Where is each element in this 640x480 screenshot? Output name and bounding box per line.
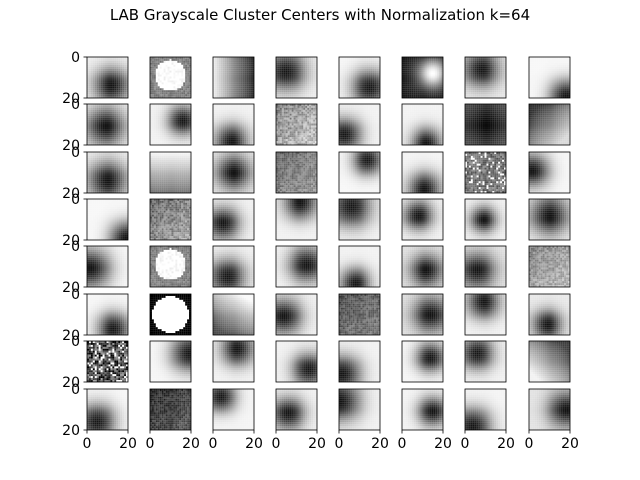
y-tick-label: 0 <box>71 97 80 113</box>
cluster-panel-46 <box>401 293 444 336</box>
cluster-panel-31 <box>464 198 507 241</box>
x-tick-label: 0 <box>461 436 470 452</box>
y-tick-label: 20 <box>62 375 80 391</box>
cluster-panel-2 <box>149 56 192 99</box>
cluster-panel-39 <box>464 245 507 288</box>
cluster-panel-5 <box>338 56 381 99</box>
cluster-panel-59 <box>212 388 255 431</box>
cluster-panel-37 <box>338 245 381 288</box>
cluster-panel-48 <box>528 293 571 336</box>
cluster-panel-64 <box>528 388 571 431</box>
cluster-panel-49 <box>86 340 129 383</box>
x-tick-label: 0 <box>272 436 281 452</box>
y-tick-label: 20 <box>62 423 80 439</box>
cluster-panel-19 <box>212 151 255 194</box>
cluster-panel-47 <box>464 293 507 336</box>
cluster-panel-58 <box>149 388 192 431</box>
cluster-panel-13 <box>338 103 381 146</box>
x-tick-label: 20 <box>182 436 200 452</box>
x-tick-label: 20 <box>434 436 452 452</box>
y-tick-label: 20 <box>62 280 80 296</box>
x-tick-label: 20 <box>561 436 579 452</box>
cluster-panel-4 <box>275 56 318 99</box>
cluster-panel-42 <box>149 293 192 336</box>
cluster-panel-28 <box>275 198 318 241</box>
x-tick-label: 20 <box>497 436 515 452</box>
cluster-panel-61 <box>338 388 381 431</box>
cluster-panel-10 <box>149 103 192 146</box>
x-tick-label: 20 <box>371 436 389 452</box>
cluster-panel-21 <box>338 151 381 194</box>
cluster-panel-35 <box>212 245 255 288</box>
y-tick-label: 0 <box>71 334 80 350</box>
cluster-panel-60 <box>275 388 318 431</box>
x-tick-label: 0 <box>83 436 92 452</box>
cluster-panel-32 <box>528 198 571 241</box>
x-tick-label: 20 <box>308 436 326 452</box>
cluster-panel-33 <box>86 245 129 288</box>
cluster-panel-18 <box>149 151 192 194</box>
cluster-panel-11 <box>212 103 255 146</box>
cluster-panel-43 <box>212 293 255 336</box>
x-tick-label: 0 <box>146 436 155 452</box>
x-tick-label: 20 <box>119 436 137 452</box>
cluster-panel-52 <box>275 340 318 383</box>
cluster-panel-40 <box>528 245 571 288</box>
x-tick-label: 0 <box>209 436 218 452</box>
x-tick-label: 0 <box>335 436 344 452</box>
figure-title: LAB Grayscale Cluster Centers with Norma… <box>0 6 640 24</box>
cluster-panel-53 <box>338 340 381 383</box>
cluster-panel-57 <box>86 388 129 431</box>
cluster-panel-63 <box>464 388 507 431</box>
y-tick-label: 20 <box>62 138 80 154</box>
y-tick-label: 20 <box>62 233 80 249</box>
cluster-panel-6 <box>401 56 444 99</box>
y-tick-label: 20 <box>62 186 80 202</box>
cluster-panel-9 <box>86 103 129 146</box>
cluster-panel-7 <box>464 56 507 99</box>
cluster-panel-45 <box>338 293 381 336</box>
cluster-panel-25 <box>86 198 129 241</box>
cluster-panel-27 <box>212 198 255 241</box>
cluster-panel-51 <box>212 340 255 383</box>
cluster-panel-30 <box>401 198 444 241</box>
cluster-panel-15 <box>464 103 507 146</box>
cluster-panel-16 <box>528 103 571 146</box>
x-tick-label: 20 <box>245 436 263 452</box>
cluster-panel-20 <box>275 151 318 194</box>
x-tick-label: 0 <box>398 436 407 452</box>
cluster-panel-54 <box>401 340 444 383</box>
y-tick-label: 0 <box>71 192 80 208</box>
cluster-panel-55 <box>464 340 507 383</box>
cluster-panel-50 <box>149 340 192 383</box>
cluster-panel-38 <box>401 245 444 288</box>
x-tick-label: 0 <box>525 436 534 452</box>
cluster-panel-17 <box>86 151 129 194</box>
cluster-panel-34 <box>149 245 192 288</box>
y-tick-label: 20 <box>62 328 80 344</box>
cluster-panel-1 <box>86 56 129 99</box>
y-tick-label: 0 <box>71 287 80 303</box>
cluster-panel-8 <box>528 56 571 99</box>
cluster-panel-26 <box>149 198 192 241</box>
y-tick-label: 0 <box>71 50 80 66</box>
cluster-panel-3 <box>212 56 255 99</box>
y-tick-label: 0 <box>71 239 80 255</box>
cluster-panel-14 <box>401 103 444 146</box>
cluster-panel-56 <box>528 340 571 383</box>
y-tick-label: 0 <box>71 145 80 161</box>
cluster-panel-41 <box>86 293 129 336</box>
cluster-panel-44 <box>275 293 318 336</box>
cluster-panel-36 <box>275 245 318 288</box>
y-tick-label: 20 <box>62 91 80 107</box>
cluster-panel-24 <box>528 151 571 194</box>
cluster-panel-62 <box>401 388 444 431</box>
y-tick-label: 0 <box>71 382 80 398</box>
cluster-panel-22 <box>401 151 444 194</box>
cluster-panel-23 <box>464 151 507 194</box>
cluster-panel-29 <box>338 198 381 241</box>
cluster-panel-12 <box>275 103 318 146</box>
